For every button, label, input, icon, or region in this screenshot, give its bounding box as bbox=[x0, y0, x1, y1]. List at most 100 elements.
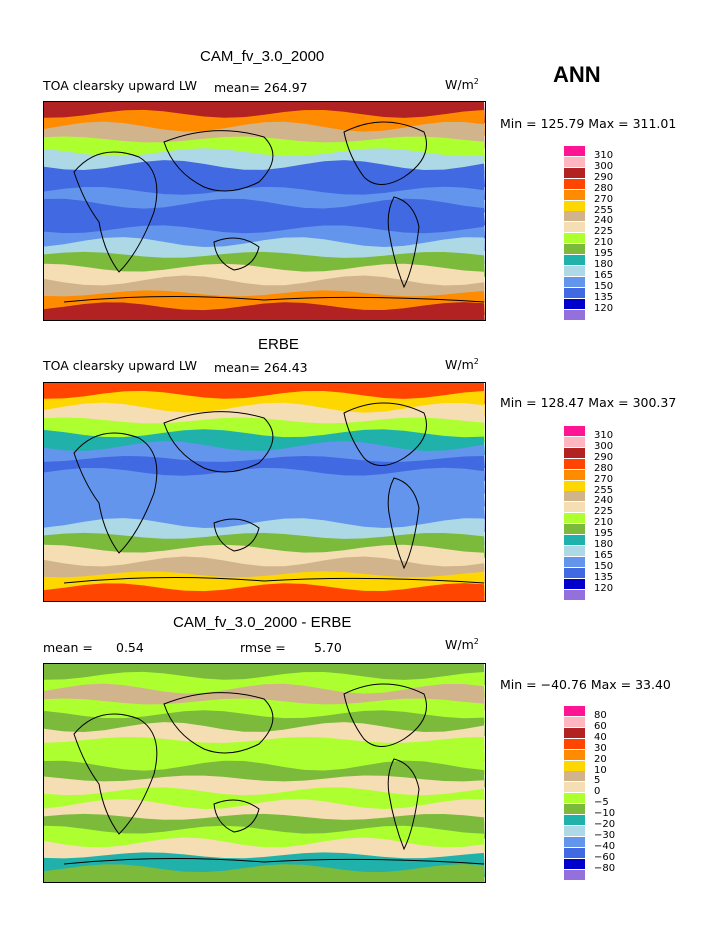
colorbar-swatch bbox=[564, 567, 585, 578]
colorbar-swatch bbox=[564, 771, 585, 782]
panel2-title: ERBE bbox=[258, 336, 299, 353]
coastline bbox=[73, 151, 158, 273]
colorbar-tick-label: 290 bbox=[594, 171, 614, 183]
coastline bbox=[63, 576, 485, 584]
colorbar-swatch bbox=[564, 502, 585, 513]
colorbar-swatch bbox=[564, 469, 585, 480]
map-band bbox=[44, 302, 485, 320]
colorbar-swatch bbox=[564, 793, 585, 804]
colorbar-swatch bbox=[564, 738, 585, 749]
panel2-mean: mean= 264.43 bbox=[214, 360, 308, 375]
colorbar-tick-label: 150 bbox=[594, 280, 614, 292]
colorbar-swatch bbox=[564, 491, 585, 502]
colorbar-tick-label: 20 bbox=[594, 753, 607, 765]
colorbar-swatch bbox=[564, 178, 585, 189]
coastline bbox=[213, 799, 260, 833]
colorbar-tick-label: 165 bbox=[594, 269, 614, 281]
colorbar-tick-label: 195 bbox=[594, 248, 614, 260]
colorbar-swatch bbox=[564, 156, 585, 167]
panel3-title: CAM_fv_3.0_2000 - ERBE bbox=[173, 614, 352, 631]
colorbar-swatch bbox=[564, 200, 585, 211]
map-band bbox=[44, 864, 485, 882]
coastline bbox=[73, 713, 158, 835]
panel1-minmax: Min = 125.79 Max = 311.01 bbox=[500, 116, 677, 131]
panel3-unit: W/m2 bbox=[445, 637, 479, 653]
colorbar-swatch bbox=[564, 825, 585, 836]
colorbar-swatch bbox=[564, 426, 585, 436]
coastline bbox=[343, 683, 427, 747]
colorbar-tick-label: 225 bbox=[594, 506, 614, 518]
colorbar-tick-label: −40 bbox=[594, 840, 616, 852]
panel1-unit: W/m2 bbox=[445, 77, 479, 93]
colorbar-swatch bbox=[564, 815, 585, 825]
colorbar-swatch bbox=[564, 578, 585, 589]
colorbar-swatch bbox=[564, 716, 585, 727]
panel1-title: CAM_fv_3.0_2000 bbox=[200, 48, 325, 65]
colorbar-swatch bbox=[564, 535, 585, 545]
colorbar-swatch bbox=[564, 513, 585, 524]
colorbar-tick-label: 120 bbox=[594, 302, 614, 314]
colorbar-swatch bbox=[564, 858, 585, 869]
colorbar-tick-label: 10 bbox=[594, 764, 607, 776]
colorbar-tick-label: −10 bbox=[594, 808, 616, 820]
coastline bbox=[163, 130, 274, 192]
colorbar-swatch bbox=[564, 847, 585, 858]
panel1-variable: TOA clearsky upward LW bbox=[43, 78, 198, 93]
coastline bbox=[387, 758, 420, 851]
colorbar-tick-label: 135 bbox=[594, 291, 614, 303]
colorbar-swatch bbox=[564, 869, 585, 880]
colorbar-swatch bbox=[564, 749, 585, 760]
coastline bbox=[73, 432, 158, 554]
colorbar-swatch bbox=[564, 287, 585, 298]
colorbar-swatch bbox=[564, 233, 585, 244]
colorbar-tick-label: 280 bbox=[594, 182, 614, 194]
colorbar-swatch bbox=[564, 167, 585, 178]
colorbar-tick-label: 280 bbox=[594, 462, 614, 474]
coastline bbox=[63, 857, 485, 865]
panel1-mean: mean= 264.97 bbox=[214, 80, 308, 95]
colorbar-tick-label: 30 bbox=[594, 742, 607, 754]
colorbar-swatch bbox=[564, 189, 585, 200]
colorbar-tick-label: 165 bbox=[594, 549, 614, 561]
colorbar-swatch bbox=[564, 255, 585, 265]
panel2-unit: W/m2 bbox=[445, 357, 479, 373]
colorbar-tick-label: 195 bbox=[594, 528, 614, 540]
colorbar-tick-label: 255 bbox=[594, 484, 614, 496]
panel1-map bbox=[43, 101, 486, 321]
coastline bbox=[387, 196, 420, 289]
colorbar-swatch bbox=[564, 222, 585, 233]
season-label: ANN bbox=[553, 62, 601, 87]
colorbar-swatch bbox=[564, 276, 585, 287]
coastline bbox=[63, 295, 485, 303]
colorbar-swatch bbox=[564, 211, 585, 222]
colorbar-tick-label: 255 bbox=[594, 204, 614, 216]
colorbar-tick-label: 210 bbox=[594, 237, 614, 249]
map-band bbox=[44, 583, 485, 601]
colorbar-swatch bbox=[564, 309, 585, 320]
panel3-rmse-label: rmse = bbox=[240, 640, 286, 655]
colorbar-tick-label: 40 bbox=[594, 731, 607, 743]
coastline bbox=[343, 402, 427, 466]
colorbar-tick-label: 135 bbox=[594, 571, 614, 583]
colorbar-swatch bbox=[564, 458, 585, 469]
colorbar-swatch bbox=[564, 760, 585, 771]
colorbar-swatch bbox=[564, 146, 585, 156]
panel3-mean-label: mean = bbox=[43, 640, 93, 655]
colorbar-swatch bbox=[564, 436, 585, 447]
colorbar-tick-label: −30 bbox=[594, 829, 616, 841]
colorbar-swatch bbox=[564, 727, 585, 738]
colorbar-tick-label: 290 bbox=[594, 451, 614, 463]
coastline bbox=[387, 477, 420, 570]
colorbar-tick-label: −5 bbox=[594, 797, 609, 809]
colorbar-tick-label: 300 bbox=[594, 440, 614, 452]
colorbar-tick-label: 240 bbox=[594, 495, 614, 507]
colorbar-tick-label: 60 bbox=[594, 720, 607, 732]
colorbar-tick-label: 180 bbox=[594, 539, 614, 550]
coastline bbox=[163, 692, 274, 754]
colorbar-swatch bbox=[564, 556, 585, 567]
colorbar-swatch bbox=[564, 298, 585, 309]
colorbar-tick-label: 270 bbox=[594, 473, 614, 485]
colorbar-swatch bbox=[564, 265, 585, 276]
panel2-map bbox=[43, 382, 486, 602]
colorbar-tick-label: 150 bbox=[594, 560, 614, 572]
